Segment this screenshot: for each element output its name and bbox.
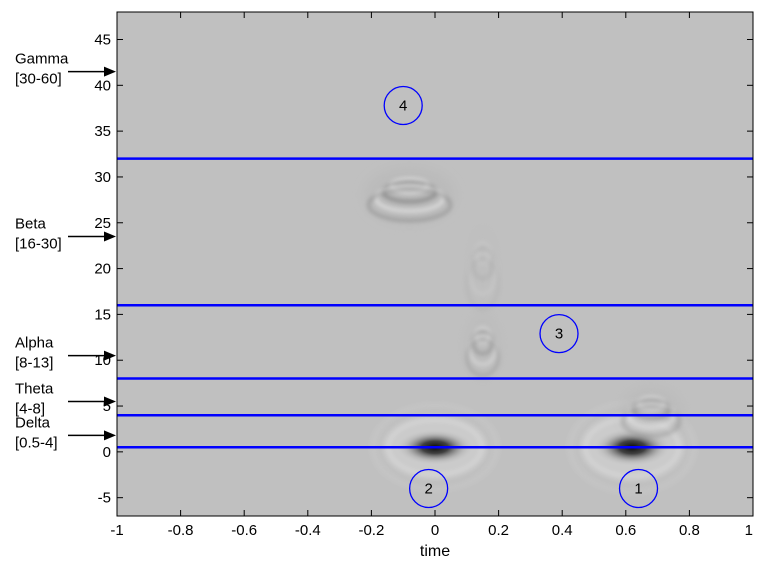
- band-range: [30-60]: [15, 71, 62, 88]
- band-arrow-head: [104, 231, 116, 242]
- x-tick-label: 1: [745, 522, 753, 539]
- y-tick-label: 5: [103, 398, 111, 415]
- marker-circle: [408, 468, 449, 509]
- y-tick-label: 35: [94, 123, 111, 140]
- x-tick-label: -0.4: [295, 522, 321, 539]
- y-tick-label: 15: [94, 306, 111, 323]
- region-marker-3: 3: [539, 313, 579, 354]
- x-tick-label: 0.2: [488, 522, 509, 539]
- band-range: [0.5-4]: [15, 434, 58, 451]
- marker-label: 2: [424, 481, 432, 498]
- band-name: Delta: [15, 414, 51, 431]
- region-marker-4: 4: [383, 85, 423, 126]
- activity-layer: [364, 167, 697, 495]
- band-label-alpha: Alpha [8-13]: [15, 335, 116, 372]
- x-tick-label: -0.8: [168, 522, 194, 539]
- marker-label: 3: [555, 326, 563, 343]
- marker-circle: [383, 85, 423, 126]
- band-arrow-head: [104, 430, 116, 441]
- band-range: [8-13]: [15, 355, 53, 372]
- band-labels: Gamma [30-60] Beta [16-30] Alpha [8-13] Theta […: [15, 51, 116, 451]
- band-range: [16-30]: [15, 236, 62, 253]
- activity-blob-5: [465, 223, 501, 314]
- band-name: Gamma: [15, 51, 69, 68]
- region-marker-1: 1: [618, 468, 659, 509]
- marker-circle: [618, 468, 659, 509]
- marker-label: 4: [399, 97, 407, 114]
- x-axis-ticks: -1 -0.8 -0.6 -0.4 -0.2 0 0.2 0.4 0.6 0.8 1: [110, 12, 754, 539]
- marker-label: 1: [634, 481, 642, 498]
- x-tick-label: 0.4: [552, 522, 573, 539]
- y-tick-label: 30: [94, 169, 111, 186]
- band-range: [4-8]: [15, 400, 45, 417]
- x-tick-label: -0.2: [358, 522, 384, 539]
- activity-blob-3: [619, 386, 683, 439]
- x-tick-label: 0.6: [615, 522, 636, 539]
- region-markers: 1 2 3 4: [383, 85, 659, 509]
- band-label-theta: Theta [4-8]: [15, 380, 116, 417]
- band-boundary-lines: [117, 157, 753, 449]
- x-tick-label: 0: [431, 522, 439, 539]
- band-name: Alpha: [15, 335, 54, 352]
- y-tick-label: 0: [103, 444, 111, 461]
- x-tick-label: 0.8: [679, 522, 700, 539]
- y-tick-label: 25: [94, 215, 111, 232]
- marker-circle: [539, 313, 579, 354]
- y-tick-label: -5: [98, 490, 111, 507]
- y-tick-label: 45: [94, 31, 111, 48]
- band-name: Theta: [15, 380, 54, 397]
- activity-blob-4: [465, 314, 501, 379]
- band-label-delta: Delta [0.5-4]: [15, 414, 116, 451]
- activity-blob-6: [364, 167, 456, 224]
- band-name: Beta: [15, 216, 47, 233]
- y-tick-label: 20: [94, 261, 111, 278]
- band-arrow-head: [104, 350, 116, 361]
- y-tick-label: 40: [94, 77, 111, 94]
- band-label-gamma: Gamma [30-60]: [15, 51, 116, 88]
- band-arrow-head: [104, 396, 116, 407]
- region-marker-2: 2: [408, 468, 449, 509]
- x-tick-label: -0.6: [231, 522, 257, 539]
- x-tick-label: -1: [110, 522, 123, 539]
- band-arrow-head: [104, 66, 116, 77]
- band-label-beta: Beta [16-30]: [15, 216, 116, 253]
- x-axis-title: time: [420, 543, 450, 560]
